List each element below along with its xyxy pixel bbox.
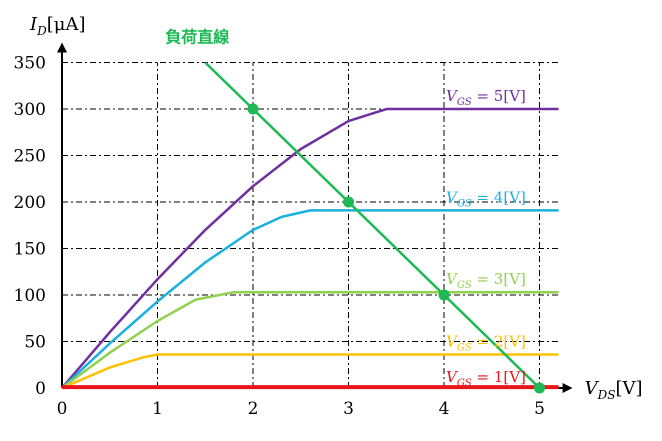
series-line [61,353,559,390]
y-tick-label: 50 [24,333,46,353]
series-label: VGS = 3[V] [446,270,526,291]
y-tick-label: 350 [14,54,46,74]
series-lines [61,107,559,390]
x-tick-label: 1 [152,399,163,419]
x-tick-label: 4 [439,399,450,419]
load-line-group [204,61,545,394]
x-tick-label: 2 [248,399,259,419]
load-line-point [438,289,450,301]
y-tick-label: 250 [14,147,46,167]
y-tick-label: 100 [14,286,46,306]
y-tick-label: 300 [14,100,46,120]
labels: VGS = 5[V] VGS = 4[V] VGS = 3[V] VGS = 2[V]… [29,14,642,402]
load-line [204,61,541,389]
y-tick-label: 150 [14,240,46,260]
load-line-point [343,196,354,208]
x-tick-label: 5 [534,399,545,419]
grid-lines [62,62,559,388]
series-line [61,209,559,389]
x-axis-label: VDS[V] [585,378,643,402]
y-axis-label: ID[μA] [29,14,86,38]
y-tick-label: 0 [35,379,46,399]
y-tick-label: 200 [14,193,46,213]
series-label: VGS = 1[V] [446,368,526,389]
series-line [61,107,559,389]
load-line-label: 負荷直線 [165,28,229,47]
x-tick-label: 3 [343,399,354,419]
load-line-point [247,103,259,115]
series-label: VGS = 4[V] [446,188,526,209]
series-label: VGS = 2[V] [446,333,526,354]
x-tick-label: 0 [57,399,68,419]
load-line-point [534,382,545,394]
series-label: VGS = 5[V] [446,87,526,108]
series-line [61,290,559,390]
